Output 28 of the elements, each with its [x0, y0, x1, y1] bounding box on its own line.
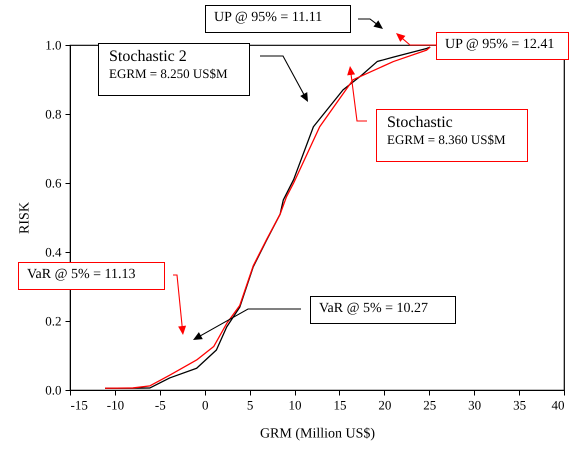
y-axis-title: RISK: [17, 202, 32, 234]
text-box: Stochastic 2 EGRM = 8.250 US$M: [98, 43, 250, 96]
y-tick-label: 0.0: [45, 382, 62, 398]
x-tick-label: 35: [513, 398, 526, 412]
y-tick-label: 0.4: [45, 244, 62, 260]
x-tick-label: -5: [154, 398, 166, 412]
text-box: VaR @ 5% = 11.13: [18, 262, 165, 290]
x-tick-label: 5: [246, 398, 254, 412]
x-tick-label: -15: [70, 398, 88, 412]
x-tick-label: 15: [333, 398, 346, 412]
y-tick-label: 0.6: [45, 176, 62, 190]
x-tick-label: -10: [106, 398, 124, 412]
text-box: UP @ 95% = 12.41: [436, 32, 569, 60]
annotation: EGRM = 8.360 US$M: [387, 132, 507, 148]
x-tick-label: 40: [552, 398, 564, 412]
annotation: EGRM = 8.250 US$M: [109, 66, 229, 82]
x-axis-title: GRM (Million US$): [260, 426, 376, 442]
y-tick-label: 1.0: [45, 38, 62, 52]
text-box: UP @ 95% = 11.11: [205, 5, 351, 33]
text-box: VaR @ 5% = 10.27: [310, 296, 456, 324]
x-tick-label: 25: [423, 398, 436, 412]
x-tick-label: 20: [378, 398, 392, 412]
x-tick-label: 30: [468, 398, 482, 412]
text-box: Stochastic EGRM = 8.360 US$M: [376, 109, 528, 162]
y-tick-label: 0.2: [45, 314, 62, 328]
y-tick-label: 0.8: [45, 106, 62, 122]
x-tick-label: 0: [202, 398, 208, 412]
x-tick-label: 10: [288, 398, 302, 412]
